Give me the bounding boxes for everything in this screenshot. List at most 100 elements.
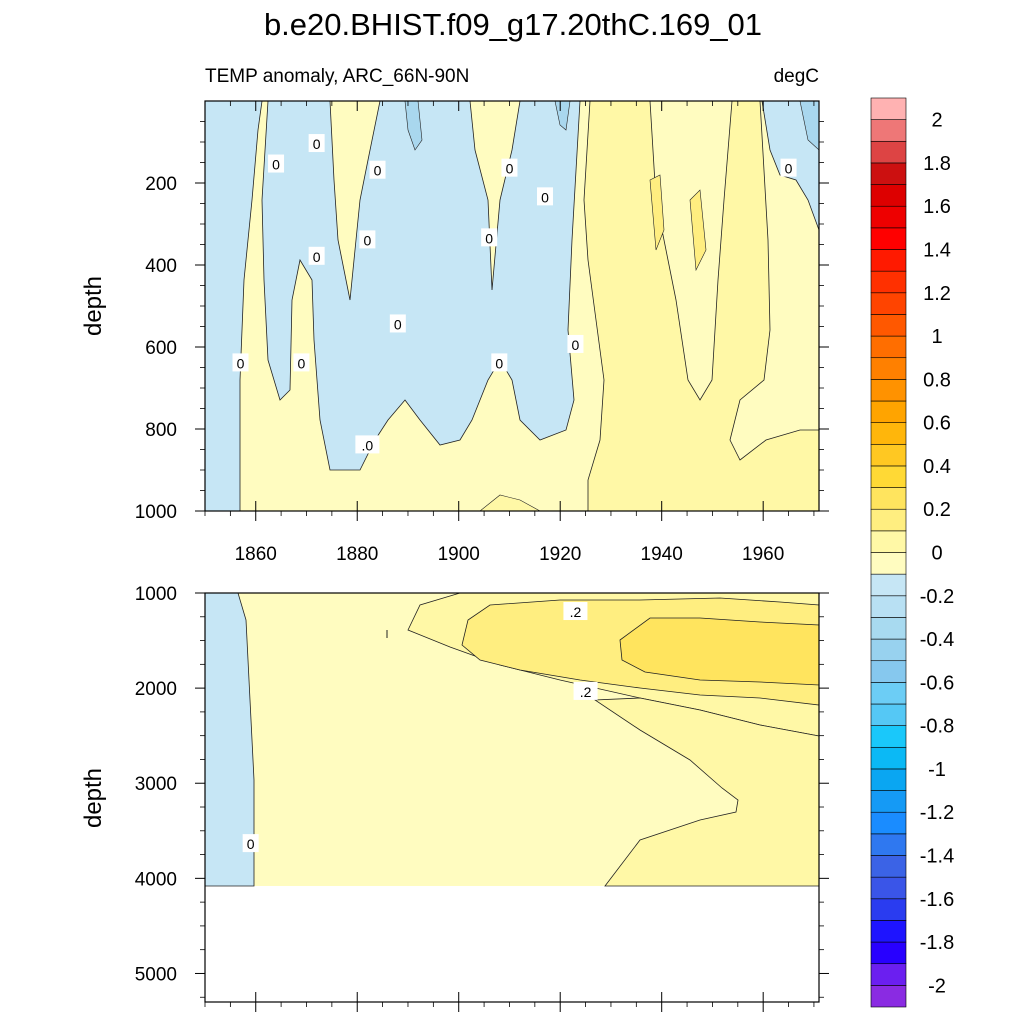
colorbar-tick-label: -0.6: [920, 672, 954, 694]
colorbar-box: [870, 227, 907, 250]
contour-label-box: [369, 160, 386, 179]
colorbar-box: [870, 941, 907, 965]
top-contour-labels: 0 0 0 0 0 0 0 0 0 0 0 0 0 0 .0: [232, 134, 797, 454]
colorbar-tick-label: 0.4: [923, 456, 951, 478]
bottom-contour-labels: .2 .2 0: [242, 602, 598, 853]
colorbar-tick-label: 1: [931, 326, 942, 348]
y-tick-label: 1000: [135, 584, 177, 605]
contour-label-box: [308, 134, 325, 153]
contour-label: 0: [237, 355, 245, 371]
colorbar-box: [870, 205, 907, 229]
colorbar: 2 1.8 1.6 1.4 1.2 1 0.8 0.6 0.4 0.2 0 -0.2 -0.4 -0.6 -…: [870, 97, 954, 1008]
contour-label-box: [573, 681, 598, 700]
contour-label: 0: [785, 161, 793, 177]
contour-label: 0: [363, 232, 371, 248]
contour-label-box: [563, 602, 588, 621]
colorbar-box: [870, 443, 907, 467]
colorbar-tick-label: -0.4: [920, 629, 954, 651]
colorbar-box: [870, 920, 907, 943]
bottom-contour-fill: [204, 592, 820, 887]
colorbar-tick-label: -1.4: [920, 846, 954, 868]
bottom-y-axis-label: depth: [80, 768, 107, 828]
colorbar-tick-label: -0.2: [920, 586, 954, 608]
colorbar-tick-label: 0.2: [923, 499, 951, 521]
colorbar-box: [870, 335, 907, 359]
contour-label: 0: [572, 337, 580, 353]
colorbar-tick-label: -1.8: [920, 932, 954, 954]
contour-label-box: [359, 230, 376, 249]
contour-label-box: [567, 334, 584, 353]
contour-label-box: [481, 228, 498, 247]
colorbar-tick-label: -1.6: [920, 889, 954, 911]
colorbar-tick-label: 1.8: [923, 153, 951, 175]
bottom-x-ticks: [204, 992, 815, 1012]
contour-label: 0: [506, 161, 514, 177]
colorbar-box: [870, 898, 907, 921]
contour-label-box: [232, 353, 249, 372]
y-tick-label: 4000: [135, 869, 177, 890]
colorbar-labels: 2 1.8 1.6 1.4 1.2 1 0.8 0.6 0.4 0.2 0 -0.2 -0.4 -0.6 -…: [920, 110, 954, 998]
top-positive-region: [649, 174, 665, 251]
colorbar-box: [870, 465, 907, 488]
colorbar-tick-label: 0.8: [923, 369, 951, 391]
colorbar-box: [870, 811, 907, 835]
x-tick-label: 1960: [742, 544, 784, 565]
colorbar-box: [870, 768, 907, 791]
bottom-negative-region: [204, 592, 255, 887]
contour-label-box: [501, 158, 518, 177]
colorbar-box: [870, 530, 907, 553]
top-y-axis-label: depth: [80, 276, 107, 336]
colorbar-box: [870, 682, 907, 705]
colorbar-box: [870, 985, 907, 1008]
top-x-ticks: 1860 1880 1900 1920 1940 1960: [204, 101, 815, 565]
colorbar-box: [870, 855, 907, 878]
y-tick-label: 400: [145, 256, 177, 277]
colorbar-box: [870, 573, 907, 597]
colorbar-tick-label: 2: [931, 110, 942, 132]
colorbar-box: [870, 487, 907, 510]
colorbar-box: [870, 119, 907, 142]
x-tick-label: 1900: [438, 544, 480, 565]
colorbar-box: [870, 400, 907, 423]
contour-label: .2: [570, 604, 582, 620]
contour-label: .0: [362, 437, 374, 453]
colorbar-box: [870, 833, 907, 856]
colorbar-tick-label: 1.4: [923, 240, 951, 262]
y-tick-label: 5000: [135, 964, 177, 985]
colorbar-box: [870, 876, 907, 900]
y-tick-label: 3000: [135, 774, 177, 795]
colorbar-box: [870, 703, 907, 726]
bottom-positive-region: [593, 697, 820, 887]
colorbar-box: [870, 249, 907, 272]
contour-label: 0: [541, 189, 549, 205]
colorbar-box: [870, 184, 907, 207]
contour-label-box: [293, 353, 310, 372]
contour-label: 0: [313, 249, 321, 265]
contour-label-box: [389, 314, 406, 333]
contour-label-box: [242, 834, 259, 853]
y-tick-label: 800: [145, 420, 177, 441]
top-subtitle-left: TEMP anomaly, ARC_66N-90N: [205, 66, 469, 87]
colorbar-tick-label: -1: [928, 759, 946, 781]
colorbar-box: [870, 963, 907, 986]
top-positive-region: [583, 100, 820, 512]
contour-label: 0: [394, 316, 402, 332]
contour-label: 0: [495, 355, 503, 371]
top-subtitle-right: degC: [774, 66, 819, 87]
colorbar-box: [870, 552, 907, 575]
colorbar-tick-label: 1.6: [923, 196, 951, 218]
colorbar-tick-label: -0.8: [920, 716, 954, 738]
x-tick-label: 1940: [641, 544, 683, 565]
colorbar-box: [870, 725, 907, 748]
colorbar-tick-label: -1.2: [920, 802, 954, 824]
x-tick-label: 1860: [235, 544, 277, 565]
colorbar-tick-label: 1.2: [923, 283, 951, 305]
colorbar-box: [870, 638, 907, 662]
colorbar-box: [870, 292, 907, 315]
colorbar-box: [870, 746, 907, 770]
y-tick-label: 1000: [135, 502, 177, 523]
colorbar-tick-label: -2: [928, 975, 946, 997]
contour-label: 0: [272, 157, 280, 173]
colorbar-boxes: [870, 97, 907, 1008]
top-y-ticks: 200 400 600 800 1000: [135, 121, 829, 523]
